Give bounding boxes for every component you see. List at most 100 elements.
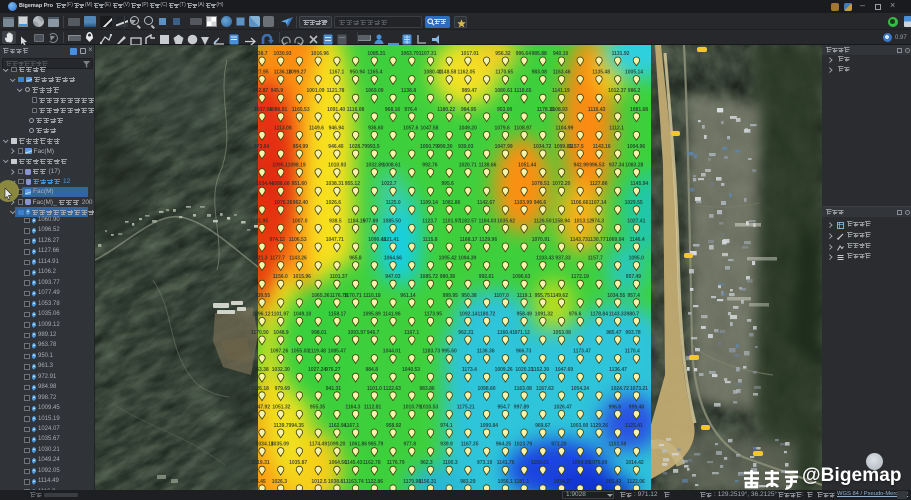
svg-text:1129.26: 1129.26: [590, 423, 608, 429]
svg-text:1158.17: 1158.17: [328, 311, 346, 317]
svg-text:962.3: 962.3: [420, 460, 433, 466]
svg-text:1034.55: 1034.55: [607, 293, 625, 299]
svg-text:1151.59: 1151.59: [609, 442, 627, 448]
svg-text:1170.50: 1170.50: [251, 330, 269, 336]
svg-text:1165.4: 1165.4: [367, 70, 382, 76]
svg-text:1027.24: 1027.24: [308, 367, 326, 373]
svg-text:964.25: 964.25: [496, 442, 512, 448]
svg-text:1136.18: 1136.18: [274, 70, 292, 76]
svg-text:1091.40: 1091.40: [327, 107, 345, 113]
svg-text:1093.97: 1093.97: [348, 330, 366, 336]
svg-text:1158.94: 1158.94: [552, 218, 570, 224]
svg-text:1170.4: 1170.4: [625, 349, 640, 355]
svg-text:1026.47: 1026.47: [554, 404, 572, 410]
svg-text:954.7: 954.7: [497, 404, 510, 410]
svg-text:1138.8: 1138.8: [401, 88, 416, 94]
svg-text:992.61: 992.61: [479, 274, 495, 280]
svg-text:955.12: 955.12: [345, 181, 361, 187]
svg-text:1001.09: 1001.09: [307, 88, 325, 94]
svg-text:1181.1: 1181.1: [514, 479, 529, 485]
svg-text:1034.18: 1034.18: [256, 442, 274, 448]
svg-text:985.88: 985.88: [532, 51, 548, 57]
svg-text:1176.78: 1176.78: [330, 293, 348, 299]
svg-text:979.69: 979.69: [275, 386, 291, 392]
svg-text:1091.32: 1091.32: [535, 311, 553, 317]
svg-text:974.3: 974.3: [592, 218, 605, 224]
svg-text:1131.92: 1131.92: [612, 51, 630, 57]
svg-text:1005.14: 1005.14: [625, 70, 643, 76]
svg-text:1143.73: 1143.73: [570, 237, 588, 243]
svg-text:1145.43: 1145.43: [345, 460, 363, 466]
svg-text:1047.69: 1047.69: [555, 367, 573, 373]
svg-text:984.95: 984.95: [461, 107, 477, 113]
svg-text:1076.36: 1076.36: [274, 200, 292, 206]
svg-text:1035.62: 1035.62: [497, 218, 515, 224]
svg-text:946.94: 946.94: [329, 125, 345, 131]
svg-text:1037.04: 1037.04: [254, 107, 272, 113]
svg-text:1086.91: 1086.91: [269, 107, 287, 113]
svg-text:1116.43: 1116.43: [588, 107, 606, 113]
svg-text:971.20: 971.20: [551, 442, 567, 448]
svg-text:962.31: 962.31: [458, 330, 474, 336]
svg-text:1160.41: 1160.41: [497, 330, 515, 336]
svg-text:955.75: 955.75: [535, 293, 551, 299]
svg-text:986.2: 986.2: [628, 88, 641, 94]
svg-text:1170.71: 1170.71: [344, 293, 362, 299]
svg-text:1098.19: 1098.19: [288, 163, 306, 169]
svg-text:1109.14: 1109.14: [420, 200, 438, 206]
svg-text:1180.22: 1180.22: [437, 107, 455, 113]
svg-text:1101.0: 1101.0: [367, 386, 382, 392]
svg-text:1016.96: 1016.96: [311, 51, 329, 57]
svg-text:1178.84: 1178.84: [590, 311, 608, 317]
svg-text:939.55: 939.55: [255, 293, 271, 299]
svg-text:1026.6: 1026.6: [326, 200, 342, 206]
svg-text:937.34: 937.34: [609, 163, 625, 169]
svg-text:1044.01: 1044.01: [383, 349, 401, 355]
svg-text:1116.08: 1116.08: [347, 107, 365, 113]
svg-text:957.49: 957.49: [626, 274, 642, 280]
svg-text:1167.1: 1167.1: [329, 70, 344, 76]
svg-text:1184.03: 1184.03: [479, 218, 497, 224]
svg-text:995.6: 995.6: [441, 181, 454, 187]
svg-text:1009.26: 1009.26: [495, 367, 513, 373]
svg-text:976.27: 976.27: [325, 367, 341, 373]
svg-text:1143.33: 1143.33: [609, 311, 627, 317]
svg-text:1112.81: 1112.81: [364, 404, 382, 410]
svg-text:1101.97: 1101.97: [443, 218, 461, 224]
svg-text:1010.53: 1010.53: [420, 404, 438, 410]
svg-text:1138.66: 1138.66: [479, 163, 497, 169]
svg-text:1141.96: 1141.96: [383, 311, 401, 317]
svg-text:1123.7: 1123.7: [422, 218, 437, 224]
svg-text:939.03: 939.03: [458, 144, 474, 150]
svg-text:1050.79: 1050.79: [420, 144, 438, 150]
svg-text:1092.14: 1092.14: [459, 311, 477, 317]
svg-text:1130.77: 1130.77: [588, 237, 606, 243]
svg-text:1163.74: 1163.74: [346, 479, 364, 485]
svg-text:1047.71: 1047.71: [326, 237, 344, 243]
svg-text:1070.00: 1070.00: [589, 460, 607, 466]
svg-text:1095.1: 1095.1: [272, 163, 288, 169]
svg-text:946.40: 946.40: [328, 144, 344, 150]
svg-text:963.38: 963.38: [254, 367, 270, 373]
svg-text:1101.95: 1101.95: [250, 218, 268, 224]
svg-text:980.38: 980.38: [440, 274, 456, 280]
svg-text:1118.65: 1118.65: [514, 88, 532, 94]
svg-text:1122.86: 1122.86: [365, 479, 383, 485]
svg-text:1174.49: 1174.49: [309, 442, 327, 448]
svg-text:969.67: 969.67: [535, 423, 551, 429]
svg-text:983.08: 983.08: [532, 70, 548, 76]
svg-text:974.1: 974.1: [440, 423, 453, 429]
svg-text:1149.62: 1149.62: [550, 293, 568, 299]
svg-text:1096.12: 1096.12: [252, 311, 270, 317]
svg-text:1057.6: 1057.6: [403, 125, 419, 131]
svg-text:1167.1: 1167.1: [404, 330, 419, 336]
svg-text:1136.47: 1136.47: [609, 367, 627, 373]
svg-text:1167.63: 1167.63: [536, 386, 554, 392]
svg-text:1051.32: 1051.32: [272, 404, 290, 410]
svg-text:1156.0: 1156.0: [273, 274, 288, 280]
svg-text:1051.44: 1051.44: [518, 163, 536, 169]
svg-text:1152.30: 1152.30: [531, 367, 549, 373]
svg-text:1080.61: 1080.61: [495, 88, 513, 94]
svg-text:1017.01: 1017.01: [461, 51, 479, 57]
svg-text:1010.93: 1010.93: [328, 163, 346, 169]
